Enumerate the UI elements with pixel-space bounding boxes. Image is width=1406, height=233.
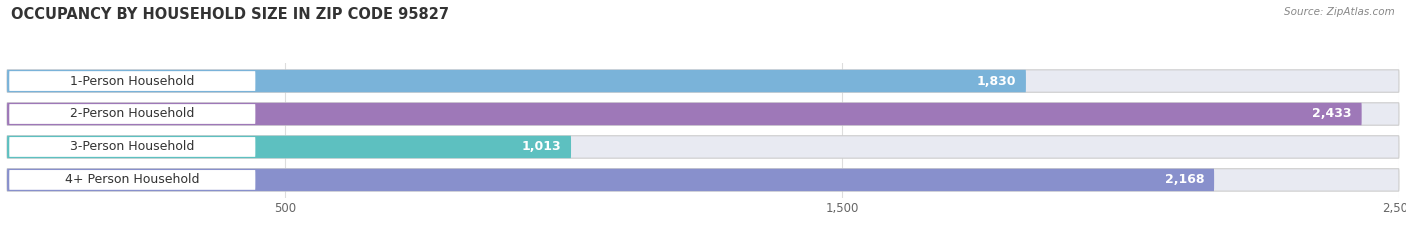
Text: OCCUPANCY BY HOUSEHOLD SIZE IN ZIP CODE 95827: OCCUPANCY BY HOUSEHOLD SIZE IN ZIP CODE …: [11, 7, 450, 22]
Text: 2,168: 2,168: [1164, 173, 1204, 186]
Text: 1-Person Household: 1-Person Household: [70, 75, 194, 88]
Text: 1,013: 1,013: [522, 140, 561, 154]
FancyBboxPatch shape: [10, 170, 256, 190]
Text: 1,830: 1,830: [976, 75, 1017, 88]
FancyBboxPatch shape: [7, 103, 1361, 125]
Text: Source: ZipAtlas.com: Source: ZipAtlas.com: [1284, 7, 1395, 17]
Text: 2-Person Household: 2-Person Household: [70, 107, 194, 120]
FancyBboxPatch shape: [7, 70, 1399, 92]
FancyBboxPatch shape: [7, 169, 1399, 191]
Text: 3-Person Household: 3-Person Household: [70, 140, 194, 154]
FancyBboxPatch shape: [7, 70, 1026, 92]
Text: 2,433: 2,433: [1312, 107, 1351, 120]
FancyBboxPatch shape: [7, 169, 1215, 191]
FancyBboxPatch shape: [7, 136, 1399, 158]
FancyBboxPatch shape: [10, 104, 256, 124]
FancyBboxPatch shape: [7, 136, 571, 158]
FancyBboxPatch shape: [7, 103, 1399, 125]
FancyBboxPatch shape: [10, 137, 256, 157]
Text: 4+ Person Household: 4+ Person Household: [65, 173, 200, 186]
FancyBboxPatch shape: [10, 71, 256, 91]
